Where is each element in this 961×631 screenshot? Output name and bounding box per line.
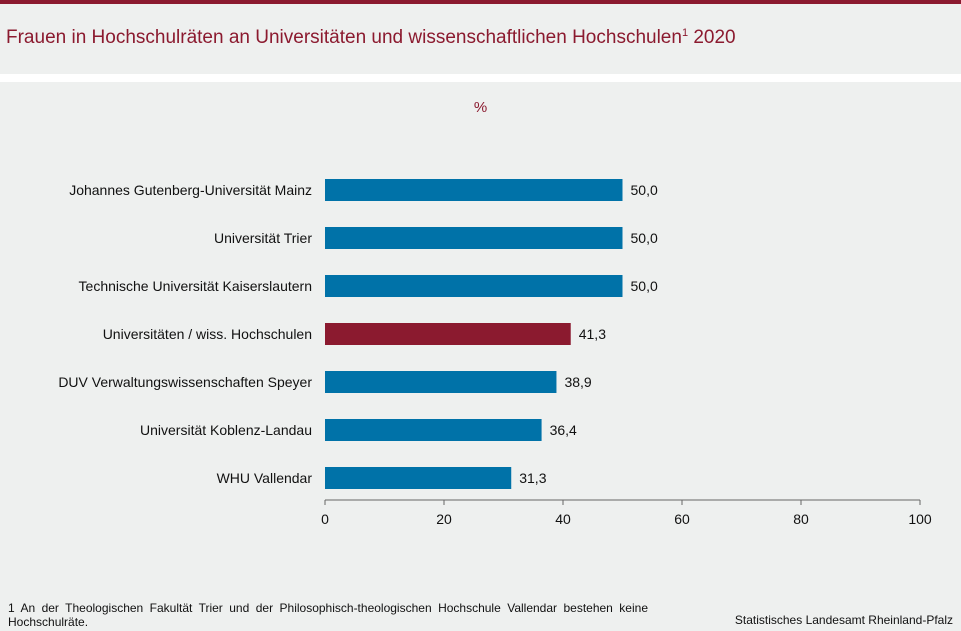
category-label: Universität Koblenz-Landau <box>140 422 312 438</box>
title-footnote-mark: 1 <box>681 27 689 39</box>
data-label: 41,3 <box>579 326 606 342</box>
data-label: 50,0 <box>631 182 658 198</box>
x-tick-label: 60 <box>674 511 690 527</box>
chart-title: Frauen in Hochschulräten an Universitäte… <box>6 27 736 49</box>
category-label: Universitäten / wiss. Hochschulen <box>103 326 312 342</box>
bar <box>325 371 557 393</box>
chart-title-text: Frauen in Hochschulräten an Universitäte… <box>6 27 682 48</box>
category-label: Johannes Gutenberg-Universität Mainz <box>69 182 312 198</box>
x-tick-label: 0 <box>321 511 329 527</box>
bar <box>325 275 623 297</box>
bar <box>325 419 542 441</box>
footnote: 1 An der Theologischen Fakultät Trier un… <box>8 601 648 629</box>
category-label: Universität Trier <box>214 230 312 246</box>
source-note: Statistisches Landesamt Rheinland-Pfalz <box>734 613 953 627</box>
x-tick-label: 40 <box>555 511 571 527</box>
bar <box>325 467 512 489</box>
header: Frauen in Hochschulräten an Universitäte… <box>0 4 961 74</box>
bar <box>325 179 623 201</box>
data-label: 38,9 <box>564 374 591 390</box>
category-label: DUV Verwaltungswissenschaften Speyer <box>58 374 312 390</box>
bar <box>325 227 623 249</box>
data-label: 36,4 <box>550 422 577 438</box>
x-tick-label: 100 <box>908 511 932 527</box>
chart-panel <box>0 82 961 631</box>
data-label: 50,0 <box>631 230 658 246</box>
x-tick-label: 80 <box>793 511 809 527</box>
chart-title-year: 2020 <box>693 27 736 48</box>
unit-label: % <box>473 99 488 116</box>
bar <box>325 323 571 345</box>
top-rule <box>0 0 961 4</box>
data-label: 31,3 <box>519 470 546 486</box>
category-label: WHU Vallendar <box>217 470 313 486</box>
x-tick-label: 20 <box>436 511 452 527</box>
data-label: 50,0 <box>631 278 658 294</box>
category-label: Technische Universität Kaiserslautern <box>79 278 312 294</box>
